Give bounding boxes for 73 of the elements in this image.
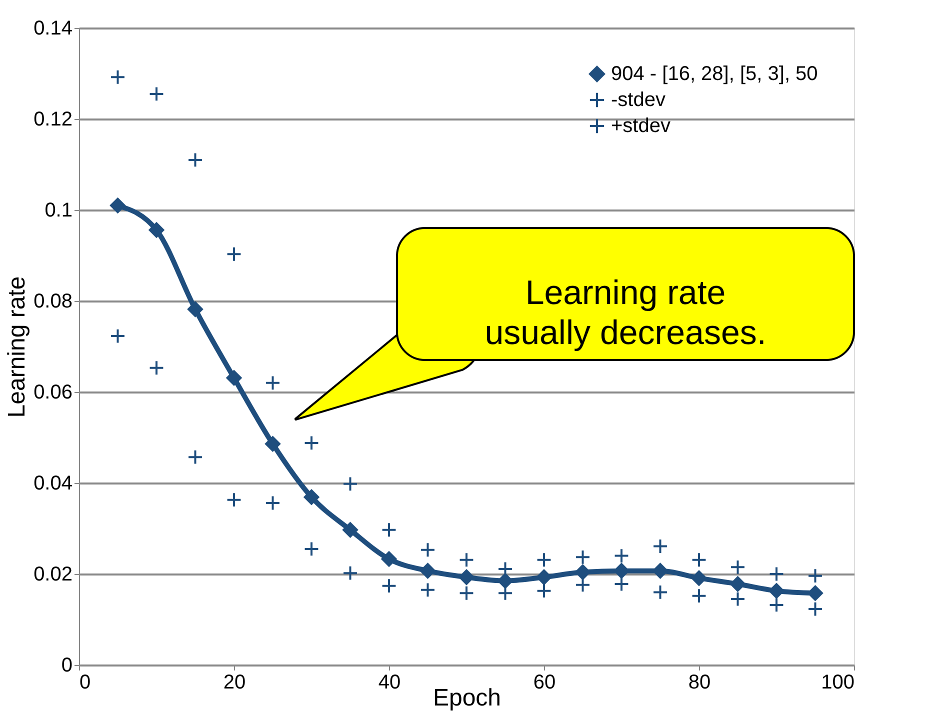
point: [342, 522, 358, 538]
point: [652, 538, 668, 554]
x-tick-label: 40: [378, 672, 401, 694]
point: [188, 449, 203, 465]
point: [768, 597, 784, 613]
point: [458, 585, 474, 601]
point: [808, 568, 823, 584]
y-axis-title: Learning rate: [4, 276, 31, 418]
legend-label: 904 - [16, 28], [5, 3], 50: [611, 63, 818, 85]
point: [536, 552, 552, 568]
point: [304, 541, 320, 557]
point: [730, 591, 746, 607]
point: [381, 522, 397, 538]
y-tick-label: 0.02: [34, 564, 72, 586]
point: [110, 328, 126, 344]
point: [148, 222, 164, 238]
point: [381, 551, 397, 567]
y-tick-label: 0.06: [34, 382, 72, 404]
x-axis-title: Epoch: [432, 684, 502, 712]
point: [188, 152, 203, 168]
point: [808, 601, 823, 617]
point: [614, 548, 630, 564]
x-tick-label: 20: [223, 672, 246, 694]
point: [691, 552, 707, 568]
point: [226, 492, 242, 508]
point: [110, 69, 126, 85]
point: [110, 198, 126, 214]
y-tick-label: 0.08: [34, 290, 72, 312]
point: [420, 542, 436, 558]
point: [614, 562, 630, 579]
point: [497, 573, 514, 589]
point: [304, 435, 320, 451]
point: [768, 566, 784, 582]
point: [304, 489, 320, 505]
point: [148, 86, 164, 102]
point: [575, 549, 590, 565]
point: [458, 569, 474, 586]
point: [730, 559, 746, 575]
point: [730, 576, 746, 592]
point: [458, 552, 474, 568]
y-tick-label: 0: [61, 654, 72, 676]
point: [652, 562, 668, 579]
point: [265, 375, 280, 391]
x-tick-label: 100: [821, 672, 854, 694]
point: [226, 246, 242, 262]
x-tick-label: 80: [688, 672, 711, 694]
point: [148, 360, 164, 376]
point: [420, 562, 436, 579]
point: [342, 476, 358, 492]
point: [536, 569, 552, 586]
point: [187, 301, 204, 318]
point: [614, 576, 630, 592]
point: [226, 370, 242, 386]
point: [691, 588, 707, 604]
point: [652, 584, 668, 600]
x-tick-label: 0: [80, 672, 91, 694]
y-tick-label: 0.14: [34, 18, 72, 40]
legend-label: -stdev: [611, 89, 666, 111]
point: [768, 583, 784, 599]
point: [265, 495, 280, 511]
y-tick-label: 0.04: [34, 472, 72, 494]
point: [691, 570, 707, 586]
x-tick-label: 60: [533, 672, 556, 694]
point: [420, 582, 436, 598]
point: [342, 565, 358, 581]
y-tick-label: 0.1: [44, 200, 72, 222]
point: [381, 578, 397, 594]
point: [575, 577, 590, 593]
point: [574, 564, 591, 580]
y-tick-label: 0.12: [34, 108, 72, 130]
point: [536, 583, 552, 599]
point: [264, 436, 281, 452]
legend-label: +stdev: [611, 115, 670, 137]
